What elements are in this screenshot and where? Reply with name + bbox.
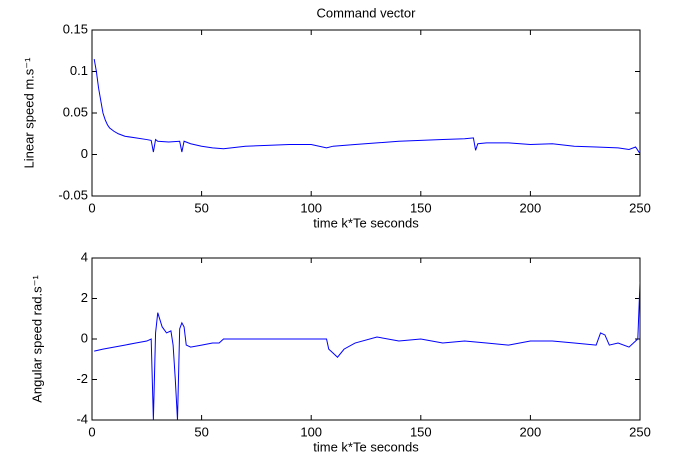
x-tick-label: 50 (194, 424, 208, 439)
y-tick-label: 0.15 (63, 21, 88, 36)
x-tick-label: 100 (300, 200, 322, 215)
x-axis-label: time k*Te seconds (313, 215, 419, 230)
y-tick-label: -0.05 (58, 187, 88, 202)
x-tick-label: 150 (410, 200, 432, 215)
axes-box (91, 29, 641, 197)
y-tick-label: 0.05 (63, 104, 88, 119)
y-tick-label: 4 (81, 249, 88, 264)
x-tick-label: 0 (88, 424, 95, 439)
x-tick-label: 0 (88, 200, 95, 215)
y-tick-label: -4 (76, 411, 88, 426)
x-tick-label: 250 (629, 200, 651, 215)
chart-title: Command vector (317, 5, 417, 20)
y-tick-label: -2 (76, 371, 88, 386)
x-tick-label: 150 (410, 424, 432, 439)
x-tick-label: 200 (520, 200, 542, 215)
data-line (94, 282, 640, 420)
axes-box (91, 257, 641, 421)
y-axis-label: Linear speed m.s⁻¹ (21, 57, 36, 169)
x-tick-label: 100 (300, 424, 322, 439)
x-tick-label: 50 (194, 200, 208, 215)
y-tick-label: 0 (81, 146, 88, 161)
y-tick-label: 2 (81, 290, 88, 305)
data-line (93, 58, 640, 154)
y-tick-label: 0 (81, 330, 88, 345)
x-tick-label: 250 (629, 424, 651, 439)
y-axis-label: Angular speed rad.s⁻¹ (29, 275, 44, 403)
x-axis-label: time k*Te seconds (313, 439, 419, 454)
y-tick-label: 0.1 (70, 63, 88, 78)
x-tick-label: 200 (520, 424, 542, 439)
